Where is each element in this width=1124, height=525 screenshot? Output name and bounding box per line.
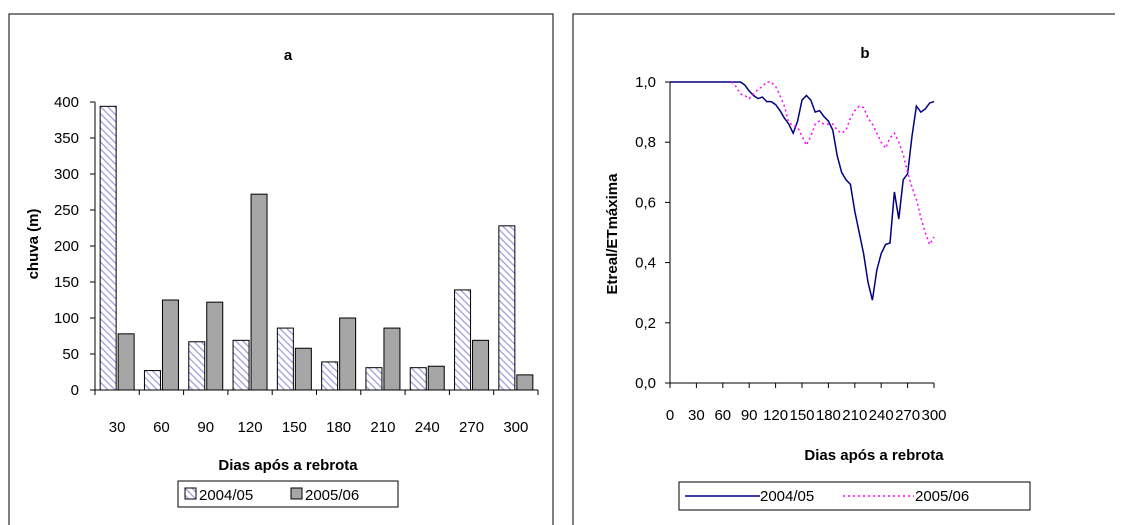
chart-a-y-tick-label: 100	[54, 310, 79, 327]
chart-a-legend-swatch-2005-06	[290, 487, 303, 500]
chart-b-x-tick-label: 60	[714, 407, 731, 424]
chart-a-bar	[161, 299, 179, 391]
chart-a-y-tick-label: 150	[54, 274, 79, 291]
chart-a-bar	[294, 347, 312, 391]
chart-b-x-tick-label: 240	[869, 407, 894, 424]
chart-b-x-tick-label: 150	[789, 407, 814, 424]
chart-b-x-tick-label: 0	[666, 407, 674, 424]
chart-a-x-tick-label: 240	[415, 419, 440, 436]
chart-a-y-tick-label: 0	[71, 382, 79, 399]
chart-b-legend-label-2004-05: 2004/05	[760, 488, 814, 505]
chart-a-y-tick-label: 50	[62, 346, 79, 363]
chart-a-y-tick-label: 300	[54, 166, 79, 183]
chart-b: b Etreal/ETmáxima Dias após a rebrota 0,…	[572, 13, 1115, 525]
chart-a-bar	[454, 289, 472, 391]
chart-b-series-2004-05	[670, 81, 935, 301]
chart-b-series-2005-06	[731, 81, 935, 247]
chart-a-legend-swatch-2004-05	[184, 487, 197, 500]
chart-a-legend-box	[177, 480, 399, 508]
chart-a-bar	[99, 105, 117, 391]
chart-b-title: b	[860, 45, 869, 62]
chart-a-x-tick-label: 150	[282, 419, 307, 436]
chart-a-legend: 2004/05 2005/06	[177, 480, 399, 508]
chart-b-y-tick-label: 0,4	[635, 255, 656, 272]
chart-a-legend-label-2005-06: 2005/06	[305, 487, 359, 504]
chart-b-x-tick-label: 270	[895, 407, 920, 424]
chart-a-bar	[427, 365, 445, 391]
chart-b-frame	[572, 13, 1115, 525]
chart-a-bar	[498, 225, 516, 391]
chart-b-y-tick-label: 0,6	[635, 194, 656, 211]
chart-a-frame	[8, 13, 554, 525]
chart-a-x-tick-label: 180	[326, 419, 351, 436]
chart-b-legend: 2004/05 2005/06	[678, 481, 1031, 511]
chart-a-bar	[117, 333, 135, 391]
chart-a-y-tick-label: 250	[54, 202, 79, 219]
chart-a-x-tick-label: 210	[370, 419, 395, 436]
chart-b-y-tick-label: 1,0	[635, 74, 656, 91]
chart-b-x-tick-label: 300	[921, 407, 946, 424]
chart-b-y-tick-label: 0,0	[635, 375, 656, 392]
chart-b-ylabel: Etreal/ETmáxima	[604, 173, 621, 295]
chart-a-bar	[188, 341, 206, 391]
chart-a-bar	[232, 339, 250, 391]
chart-b-xlabel: Dias após a rebrota	[804, 447, 944, 464]
chart-a-bar	[206, 301, 224, 391]
chart-a-xlabel: Dias após a rebrota	[218, 457, 358, 474]
chart-a-title: a	[284, 47, 293, 64]
chart-a-bar	[250, 193, 268, 391]
chart-a-bar	[365, 367, 383, 391]
chart-b-x-tick-label: 210	[842, 407, 867, 424]
chart-a-ylabel: chuva (m)	[25, 209, 42, 280]
chart-b-x-tick-label: 30	[688, 407, 705, 424]
chart-b-x-tick-label: 180	[816, 407, 841, 424]
chart-a-legend-label-2004-05: 2004/05	[199, 487, 253, 504]
chart-a-bar	[516, 374, 534, 391]
chart-a: a chuva (m) Dias após a rebrota 0 50 100 15…	[8, 13, 554, 525]
chart-a-bar	[276, 327, 294, 391]
chart-a-x-tick-label: 90	[197, 419, 214, 436]
chart-a-x-tick-label: 300	[503, 419, 528, 436]
chart-a-x-tick-label: 120	[238, 419, 263, 436]
chart-a-bar	[409, 367, 427, 391]
chart-a-x-tick-label: 270	[459, 419, 484, 436]
chart-b-x-tick-label: 90	[741, 407, 758, 424]
chart-a-x-tick-label: 60	[153, 419, 170, 436]
chart-a-y-tick-label: 200	[54, 238, 79, 255]
chart-a-bar	[339, 317, 357, 391]
chart-a-bar	[321, 361, 339, 391]
chart-a-bar	[472, 339, 490, 391]
chart-b-y-tick-label: 0,8	[635, 134, 656, 151]
chart-a-bar	[143, 370, 161, 391]
chart-a-bar	[383, 327, 401, 391]
chart-b-x-tick-label: 120	[763, 407, 788, 424]
chart-b-y-tick-label: 0,2	[635, 315, 656, 332]
chart-a-y-tick-label: 400	[54, 94, 79, 111]
chart-b-legend-label-2005-06: 2005/06	[915, 488, 969, 505]
chart-a-y-tick-label: 350	[54, 130, 79, 147]
chart-a-x-tick-label: 30	[109, 419, 126, 436]
